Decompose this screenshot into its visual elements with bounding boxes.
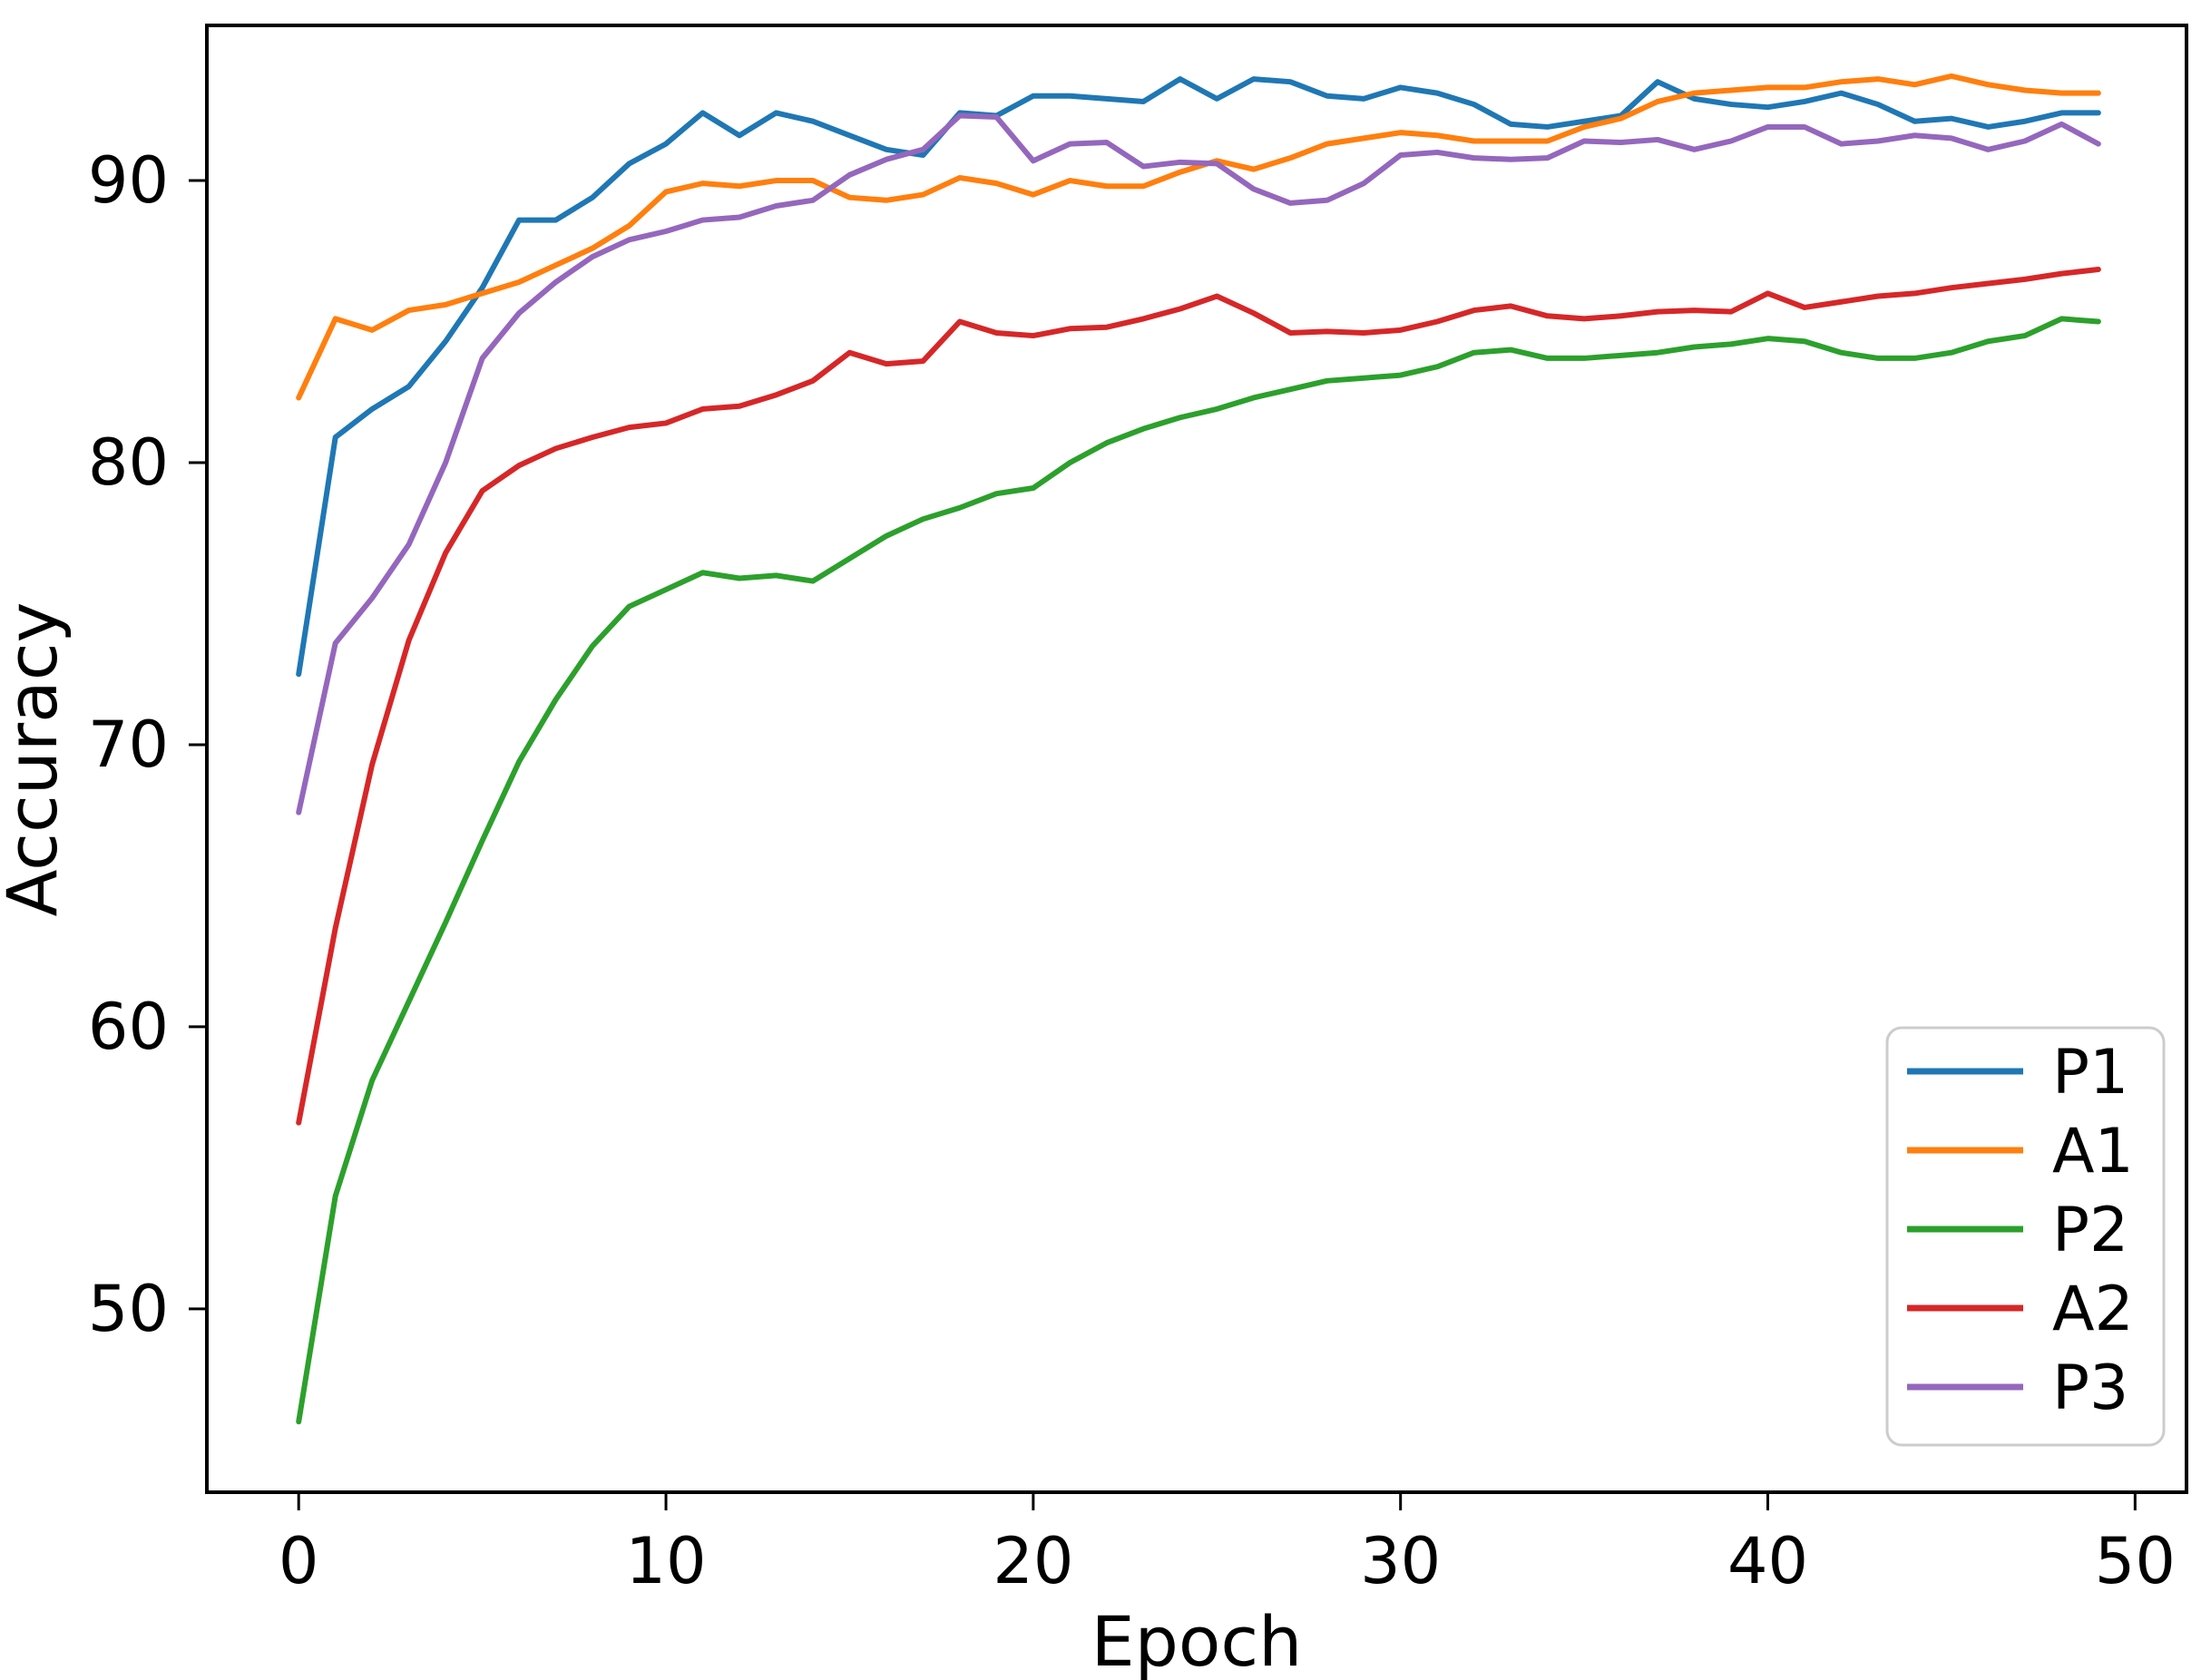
legend-label-P2: P2	[2052, 1195, 2128, 1266]
legend-label-A2: A2	[2052, 1274, 2134, 1345]
x-axis-label: Epoch	[1091, 1601, 1303, 1680]
y-tick-label: 60	[88, 990, 169, 1064]
series-line-P3	[296, 112, 2101, 816]
legend-label-P3: P3	[2052, 1353, 2128, 1424]
series-lines	[296, 73, 2101, 1425]
y-tick-label: 50	[88, 1272, 169, 1346]
axes-box	[205, 24, 2188, 1494]
x-tick-label: 40	[1727, 1524, 1808, 1598]
series-line-P2	[296, 316, 2101, 1425]
x-tick-label: 0	[279, 1524, 319, 1598]
x-tick-label: 50	[2095, 1524, 2176, 1598]
x-tick-label: 30	[1360, 1524, 1441, 1598]
y-axis-label: Accuracy	[0, 602, 73, 917]
legend-label-P1: P1	[2052, 1037, 2128, 1109]
y-tick-label: 90	[88, 143, 169, 218]
y-tick-label: 70	[88, 708, 169, 782]
series-line-P1	[296, 76, 2101, 678]
x-tick-label: 20	[993, 1524, 1073, 1598]
legend-label-A1: A1	[2052, 1116, 2134, 1187]
series-line-A2	[296, 266, 2101, 1126]
legend-box	[1885, 1026, 2166, 1447]
axes: 0 10 20 30 40 50 50 60 70 80 90	[88, 24, 2188, 1598]
x-tick-label: 10	[625, 1524, 706, 1598]
series-line-A1	[296, 73, 2101, 401]
y-tick-label: 80	[88, 425, 169, 500]
